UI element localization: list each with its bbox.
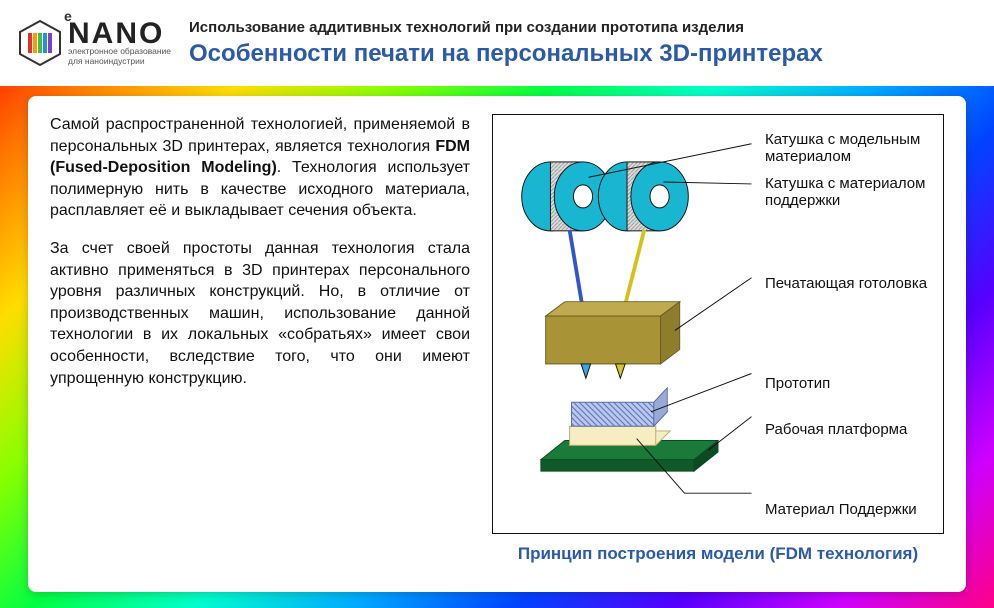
page-title: Особенности печати на персональных 3D-пр… [189,40,976,68]
logo-e: e [64,10,74,23]
print-head [546,302,680,379]
figure-caption: Принцип построения модели (FDM технологи… [492,544,944,564]
logo-sub2: для наноиндустрии [68,57,171,66]
logo-hex-icon [18,19,62,67]
page-subtitle: Использование аддитивных технологий при … [189,19,976,36]
header: e NANO электронное образование для нанои… [0,0,994,86]
text-column: Самой распространенной технологией, прим… [50,114,470,574]
logo-name: e NANO [68,20,171,47]
paragraph-2: За счет своей простоты данная технология… [50,238,470,389]
nozzle-support [616,364,626,378]
label-head: Печатающая готоловка [765,275,955,292]
paragraph-1: Самой распространенной технологией, прим… [50,114,470,222]
label-support-mat: Материал Поддержки [765,501,955,518]
label-prototype: Прототип [765,375,955,392]
titles: Использование аддитивных технологий при … [189,19,976,68]
label-spool-support: Катушка с материалом поддержки [765,175,955,210]
figure-column: Катушка с модельным материалом Катушка с… [492,114,944,574]
logo-block: e NANO электронное образование для нанои… [18,19,171,67]
build-stack [541,388,718,471]
label-spool-model: Катушка с модельным материалом [765,131,955,166]
logo-nano-text: NANO [68,17,164,50]
nozzle-model [581,364,591,378]
para1-a: Самой распространенной технологией, прим… [50,116,470,155]
content-panel: Самой распространенной технологией, прим… [28,96,966,592]
logo-text: e NANO электронное образование для нанои… [68,20,171,66]
figure-box: Катушка с модельным материалом Катушка с… [492,114,944,534]
label-platform: Рабочая платформа [765,421,955,438]
